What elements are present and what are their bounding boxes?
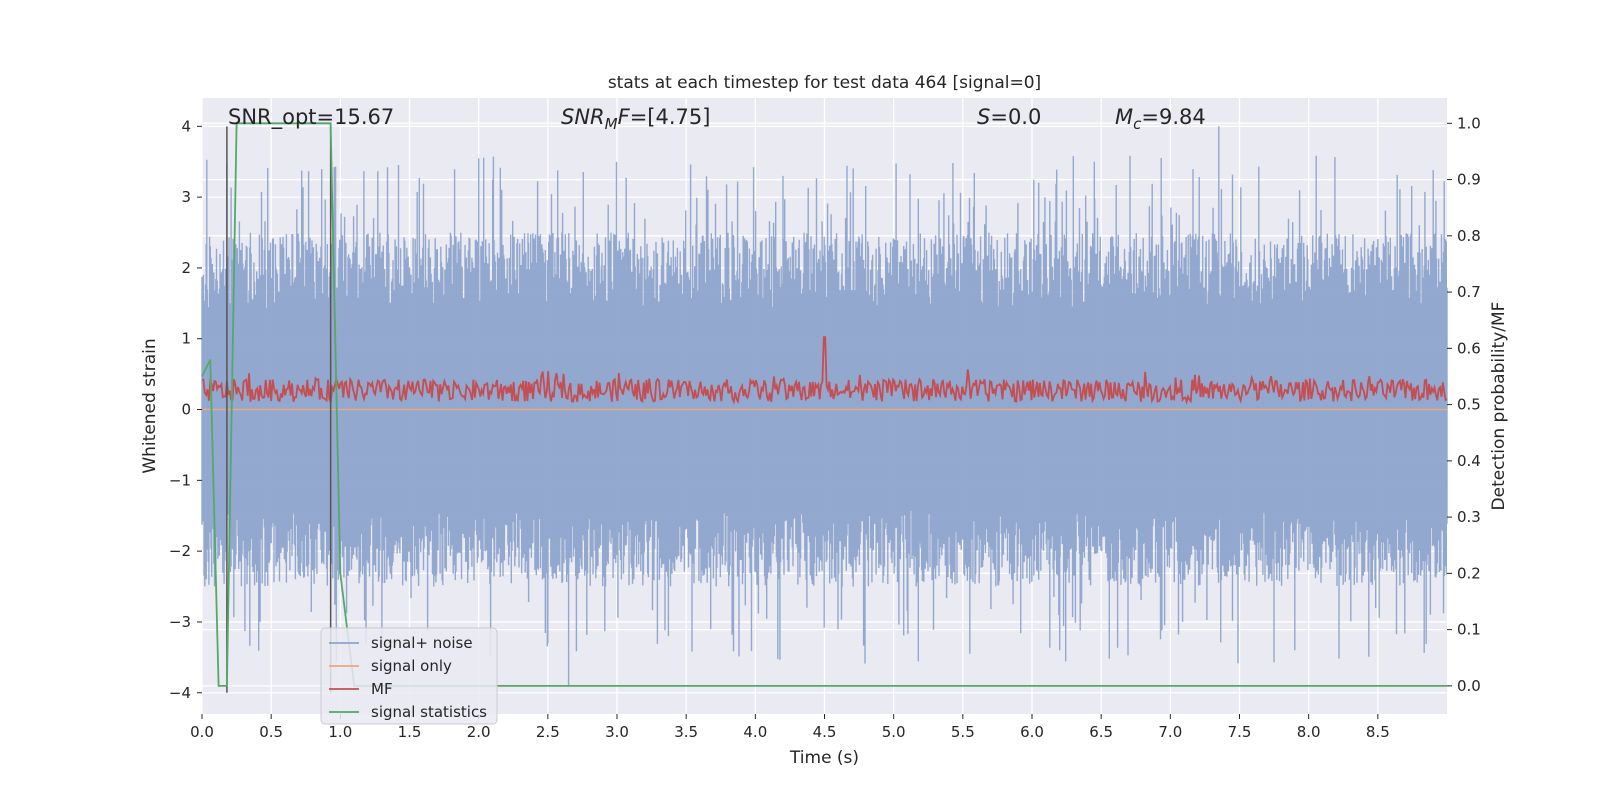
y-right-axis-label: Detection probability/MF [1489, 302, 1509, 511]
x-tick-label: 2.0 [467, 723, 491, 741]
x-tick-label: 2.5 [536, 723, 560, 741]
x-tick-label: 5.5 [951, 723, 975, 741]
y-left-tick-label: −4 [169, 684, 191, 702]
annotation-s: S=0.0 [977, 105, 1041, 129]
annotation-snr-opt: SNR_opt=15.67 [228, 105, 394, 130]
x-tick-label: 0.0 [190, 723, 214, 741]
x-tick-label: 1.0 [328, 723, 352, 741]
y-right-tick-label: 0.4 [1457, 452, 1481, 470]
y-right-tick-label: 0.2 [1457, 564, 1481, 582]
x-tick-label: 5.0 [882, 723, 906, 741]
y-right-tick-label: 0.7 [1457, 283, 1481, 301]
annotation-snr-mf: SNRMF=[4.75] [561, 105, 710, 133]
y-right-tick-label: 0.1 [1457, 621, 1481, 639]
x-tick-label: 4.5 [813, 723, 837, 741]
annotation-mc: Mc=9.84 [1115, 105, 1206, 133]
y-left-tick-label: −2 [169, 542, 191, 560]
annotation-s-value: =0.0 [990, 105, 1041, 129]
series-mf [201, 336, 1448, 406]
y-left-axis-label: Whitened strain [140, 338, 160, 473]
annotation-snr-mf-value: =[4.75] [630, 105, 711, 129]
x-tick-label: 6.0 [1020, 723, 1044, 741]
annotation-snr-mf-f: F [618, 105, 631, 129]
y-right-tick-label: 1.0 [1457, 114, 1481, 132]
annotation-snr-mf-sub: M [605, 115, 618, 133]
y-right-tick-label: 0.9 [1457, 171, 1481, 189]
legend-label: signal statistics [371, 703, 487, 721]
y-left-tick-label: 1 [181, 330, 191, 348]
annotation-snr-mf-label: SNR [561, 105, 605, 129]
x-tick-label: 3.0 [605, 723, 629, 741]
x-axis-label: Time (s) [789, 748, 859, 768]
y-left-tick-label: 0 [181, 401, 191, 419]
y-right-tick-label: 0.5 [1457, 396, 1481, 414]
annotation-mc-label: M [1115, 105, 1133, 129]
y-right-tick-label: 0.0 [1457, 677, 1481, 695]
y-right-tick-label: 0.3 [1457, 508, 1481, 526]
x-tick-label: 8.0 [1297, 723, 1321, 741]
y-right-tick-label: 0.8 [1457, 227, 1481, 245]
y-left-tick-label: 2 [181, 259, 191, 277]
y-left-tick-label: 3 [181, 188, 191, 206]
legend-box [320, 627, 498, 725]
x-tick-label: 1.5 [398, 723, 422, 741]
legend-label: MF [371, 680, 393, 698]
annotation-mc-sub: c [1133, 115, 1142, 133]
x-tick-label: 0.5 [259, 723, 283, 741]
x-tick-label: 8.5 [1366, 723, 1390, 741]
legend-label: signal only [371, 657, 452, 675]
annotation-s-label: S [977, 105, 990, 129]
x-tick-label: 4.0 [743, 723, 767, 741]
y-right-tick-label: 0.6 [1457, 339, 1481, 357]
x-tick-label: 6.5 [1089, 723, 1113, 741]
y-left-tick-label: 4 [181, 117, 191, 135]
x-tick-label: 3.5 [674, 723, 698, 741]
annotation-mc-value: =9.84 [1141, 105, 1205, 129]
y-left-tick-label: −1 [169, 471, 191, 489]
legend-label: signal+ noise [371, 634, 473, 652]
x-tick-label: 7.0 [1158, 723, 1182, 741]
x-tick-label: 7.5 [1228, 723, 1252, 741]
chart-title: stats at each timestep for test data 464… [608, 73, 1041, 93]
y-left-tick-label: −3 [169, 613, 191, 631]
